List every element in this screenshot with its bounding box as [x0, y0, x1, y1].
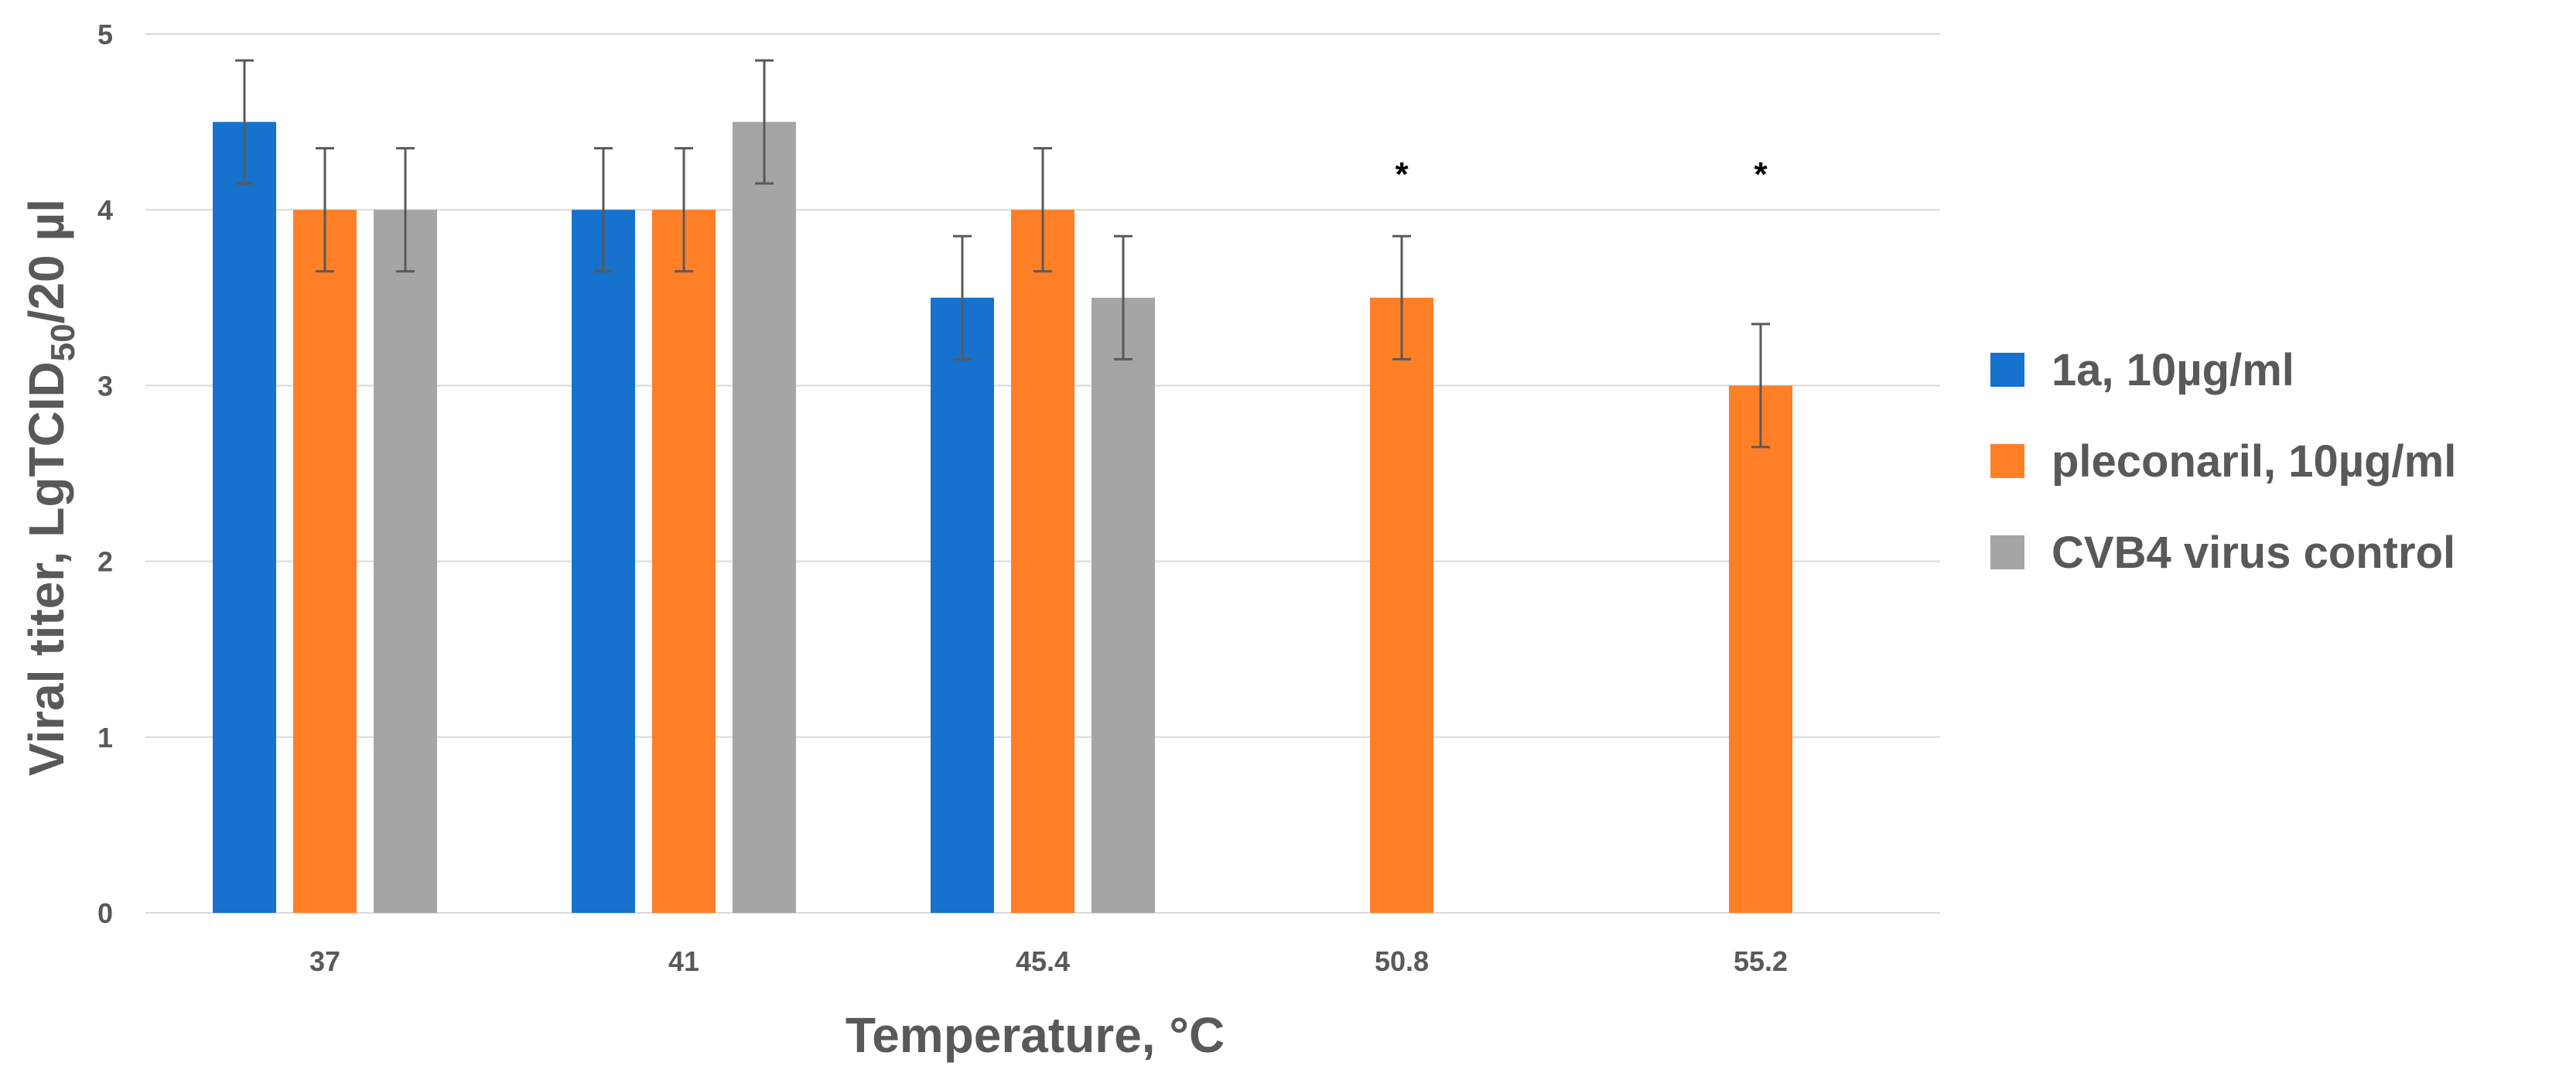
legend: 1a, 10µg/ml pleconaril, 10µg/ml CVB4 virus… [1990, 345, 2456, 578]
bar-s2-41 [733, 121, 796, 914]
bar-s2-37 [374, 210, 437, 913]
y-tick-label-3: 3 [97, 370, 113, 402]
x-tick-label-50.8: 50.8 [1375, 945, 1429, 977]
x-tick-label-55.2: 55.2 [1734, 945, 1788, 977]
y-tick-label-1: 1 [97, 722, 113, 753]
x-axis-ticks: 37 41 45.4 50.8 55.2 [309, 945, 1788, 977]
bar-s0-37 [213, 121, 276, 914]
bar-s0-45.4 [931, 297, 994, 913]
y-axis-title: Viral titer, LgTCID50/20 µl [19, 199, 82, 776]
legend-swatch-s2 [1990, 535, 2024, 569]
y-tick-label-5: 5 [97, 19, 113, 50]
x-tick-label-45.4: 45.4 [1016, 945, 1070, 977]
y-axis-title-subscript: 50 [44, 323, 82, 361]
x-axis-title: Temperature, °C [846, 1007, 1225, 1063]
bar-s1-55.2 [1729, 385, 1792, 913]
bar-s0-41 [572, 210, 635, 913]
bar-s1-50.8 [1370, 297, 1433, 913]
bar-s1-41 [652, 210, 716, 913]
bar-s2-45.4 [1092, 297, 1155, 913]
legend-swatch-s0 [1990, 353, 2024, 387]
x-tick-label-37: 37 [309, 945, 340, 977]
bar-s1-45.4 [1011, 210, 1074, 913]
significance-marker-50.8: * [1395, 155, 1409, 193]
legend-label-s0: 1a, 10µg/ml [2052, 345, 2294, 395]
x-tick-label-41: 41 [668, 945, 699, 977]
y-tick-label-4: 4 [97, 194, 113, 226]
bars [213, 121, 1792, 914]
legend-swatch-s1 [1990, 444, 2024, 478]
error-bars [235, 59, 1770, 449]
legend-label-s1: pleconaril, 10µg/ml [2052, 436, 2456, 487]
y-axis-title-main: Viral titer, LgTCID [19, 361, 74, 776]
significance-marker-55.2: * [1754, 155, 1768, 193]
y-tick-label-2: 2 [97, 546, 113, 578]
legend-label-s2: CVB4 virus control [2052, 528, 2455, 578]
y-axis-title-suffix: /20 µl [19, 199, 74, 323]
y-tick-label-0: 0 [97, 897, 113, 929]
annotations: * * [1395, 155, 1768, 193]
bar-s1-37 [293, 210, 357, 913]
y-axis-ticks: 0 1 2 3 4 5 [97, 19, 113, 929]
